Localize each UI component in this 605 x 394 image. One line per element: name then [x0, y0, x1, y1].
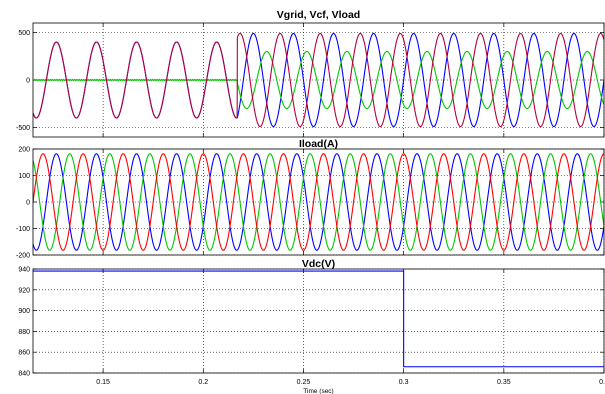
- y-tick-label: 500: [18, 30, 30, 37]
- series-line-1: [33, 270, 604, 368]
- subplot-title: Iload(A): [299, 138, 338, 150]
- y-tick-label: 200: [18, 147, 30, 154]
- y-tick-label: 860: [18, 350, 30, 357]
- series-group: [33, 153, 604, 251]
- series-line-2: [33, 50, 604, 110]
- subplot-1: -500 0 500 Vgrid, Vcf, Vload: [16, 9, 605, 138]
- y-tick-label: 840: [18, 371, 30, 378]
- x-axis-label: Time (sec): [303, 388, 333, 394]
- y-tick-label: 920: [18, 287, 30, 294]
- subplot-title: Vdc(V): [302, 258, 335, 270]
- y-tick-label: 0: [26, 200, 30, 207]
- series-line-3: [33, 32, 604, 128]
- subplot-title: Vgrid, Vcf, Vload: [277, 9, 360, 21]
- subplot-2: -200 -100 0 100 200 Iload(A): [16, 138, 605, 260]
- series-line-3: [33, 153, 604, 251]
- x-tick-label: 0.15: [96, 379, 110, 386]
- y-tick-label: -500: [16, 125, 30, 132]
- x-tick-label: 0.4: [599, 379, 605, 386]
- subplot-3: 840 860 880 900 920 940 Vdc(V) 0.15 0.2 0.25 0.3 0.…: [18, 258, 605, 394]
- y-tick-label: -200: [16, 253, 30, 260]
- y-tick-label: -100: [16, 226, 30, 233]
- x-tick-label: 0.3: [399, 379, 409, 386]
- x-tick-label: 0.25: [297, 379, 311, 386]
- x-tick-label: 0.2: [198, 379, 208, 386]
- series-line-1: [33, 153, 604, 251]
- plot-area: [33, 269, 604, 373]
- y-tick-label: 880: [18, 329, 30, 336]
- series-line-2: [33, 153, 604, 251]
- x-tick-label: 0.35: [497, 379, 511, 386]
- axes-frame: [32, 22, 605, 138]
- series-group: [33, 32, 604, 128]
- series-group: [33, 270, 604, 368]
- axes-frame: [32, 268, 605, 374]
- y-tick-label: 0: [26, 78, 30, 85]
- y-tick-label: 940: [18, 267, 30, 274]
- axes-frame: [32, 148, 605, 256]
- y-tick-label: 100: [18, 173, 30, 180]
- y-tick-label: 900: [18, 308, 30, 315]
